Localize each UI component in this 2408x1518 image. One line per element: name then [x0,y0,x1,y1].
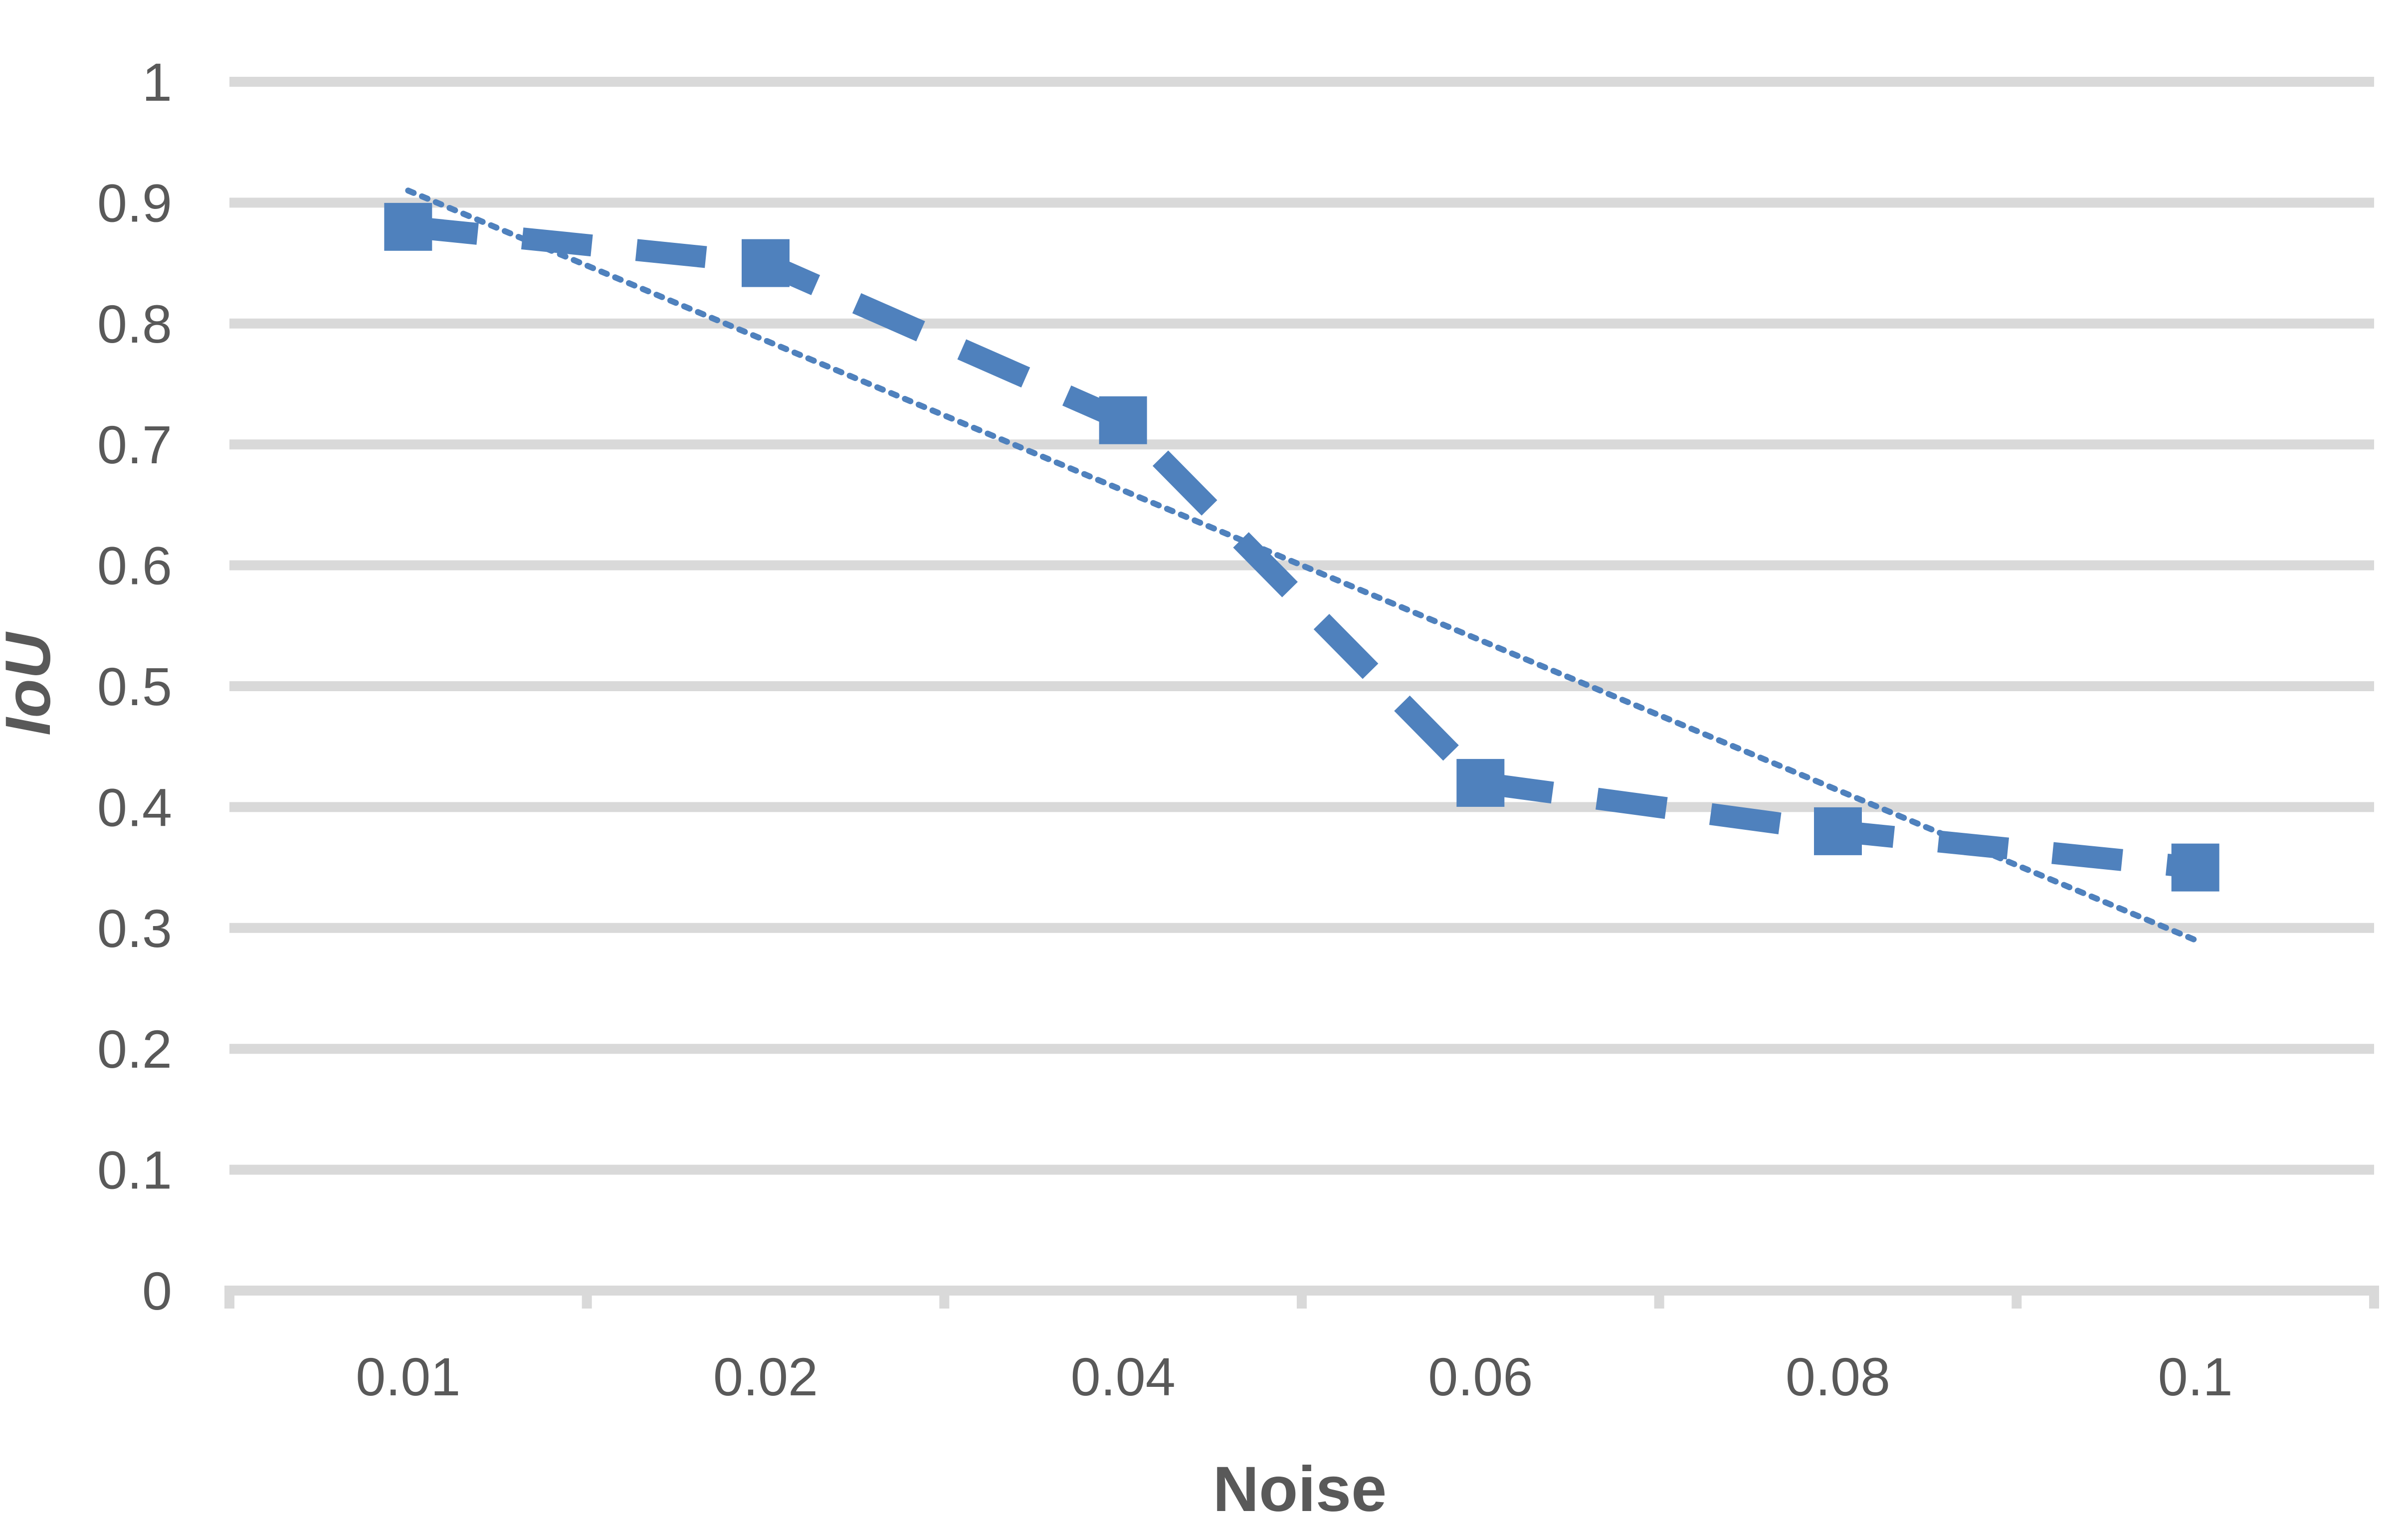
x-axis [224,1286,2379,1309]
y-tick-label: 0.4 [97,777,172,837]
gridlines [229,77,2374,1175]
data-point-marker [742,239,790,287]
y-axis-ticks: 0 0.1 0.2 0.3 0.4 0.5 0.6 0.7 0.8 0.9 1 [97,52,172,1321]
data-point-marker [2171,843,2219,892]
x-tick-label: 0.1 [2158,1346,2233,1407]
x-tick-label: 0.01 [356,1346,460,1407]
y-tick-label: 0.7 [97,414,172,475]
y-tick-label: 0.6 [97,536,172,596]
series-layer [384,202,2219,892]
y-axis-title: IoU [0,631,64,736]
data-point-marker [1814,807,1862,855]
y-tick-label: 0.3 [97,898,172,958]
data-point-marker [1456,759,1505,807]
y-tick-label: 0.5 [97,656,172,717]
x-axis-title: Noise [1213,1454,1387,1518]
y-tick-label: 0.8 [97,294,172,354]
y-tick-label: 0.9 [97,173,172,233]
y-tick-label: 0.2 [97,1019,172,1079]
x-tick-label: 0.02 [713,1346,818,1407]
x-tick-label: 0.04 [1071,1346,1176,1407]
trendline-line [405,188,2199,944]
x-axis-ticks: 0.01 0.02 0.04 0.06 0.08 0.1 [356,1346,2233,1407]
trendline [405,188,2199,944]
data-point-marker [1099,396,1147,444]
x-tick-label: 0.08 [1786,1346,1890,1407]
y-tick-label: 1 [142,52,172,112]
y-tick-label: 0 [142,1261,172,1321]
data-point-marker [384,202,432,251]
y-tick-label: 0.1 [97,1140,172,1200]
x-tick-label: 0.06 [1428,1346,1533,1407]
